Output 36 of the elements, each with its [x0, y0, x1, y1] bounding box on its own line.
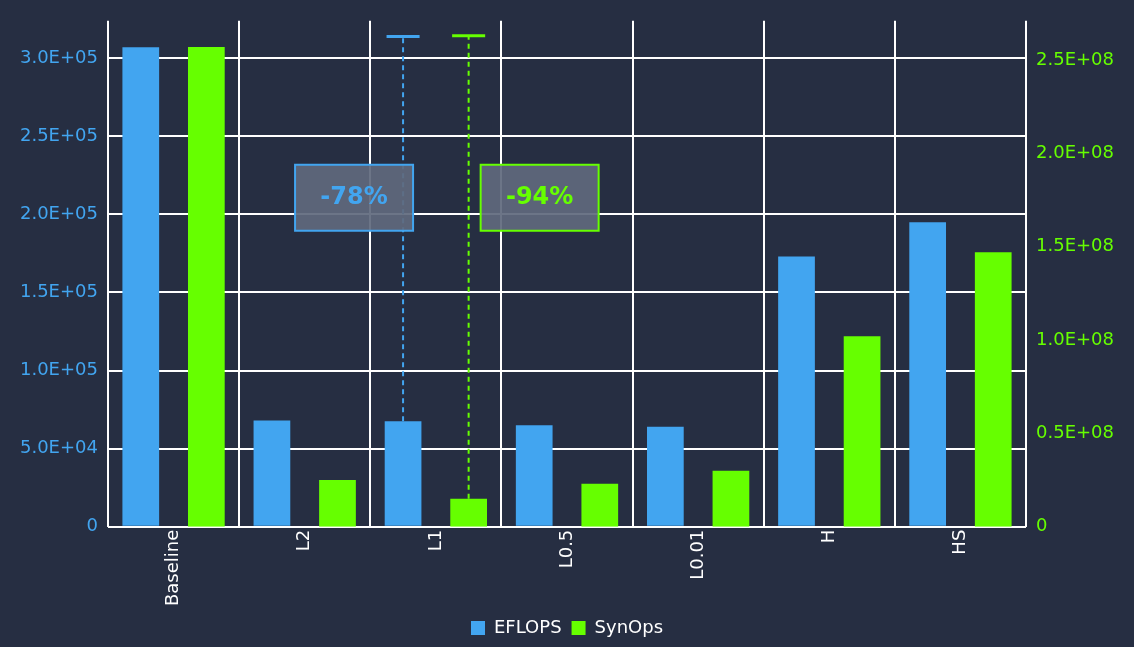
y-tick-label: 1.5E+05 — [19, 280, 98, 302]
y2-tick-label: 1.0E+08 — [1036, 327, 1115, 349]
annotation: -78% — [320, 182, 388, 211]
bar — [319, 480, 356, 527]
legend-label: EFLOPS — [493, 615, 562, 637]
bar — [647, 426, 684, 526]
y-tick-label: 3.0E+05 — [19, 45, 98, 67]
x-tick-label: L0.01 — [685, 529, 707, 580]
bar — [187, 46, 225, 527]
y-tick-label: 2.0E+05 — [19, 202, 98, 224]
bar — [843, 336, 881, 527]
y2-tick-label: 2.5E+08 — [1036, 47, 1115, 69]
x-tick-label: L0.5 — [554, 529, 576, 569]
bar — [122, 47, 160, 526]
y-tick-label: 2.5E+05 — [19, 124, 98, 146]
y-tick-label: 5.0E+04 — [19, 436, 98, 458]
bar — [253, 420, 291, 526]
x-tick-label: L1 — [423, 529, 445, 552]
x-tick-label: HS — [948, 529, 970, 555]
x-tick-label: L2 — [292, 529, 314, 552]
bar — [515, 425, 553, 526]
bar — [974, 252, 1012, 527]
x-tick-label: Baseline — [161, 529, 183, 607]
legend-label: SynOps — [594, 615, 664, 637]
bar — [581, 483, 619, 527]
bar — [778, 256, 815, 526]
y2-tick-label: 1.5E+08 — [1036, 234, 1115, 256]
bar — [909, 222, 947, 526]
y-tick-label: 1.0E+05 — [19, 358, 98, 380]
y2-tick-label: 2.0E+08 — [1036, 141, 1115, 163]
y2-tick-label: 0.5E+08 — [1036, 421, 1115, 443]
y-tick-label: 0 — [86, 514, 98, 536]
bar — [712, 470, 750, 527]
x-tick-label: H — [816, 529, 838, 544]
y2-tick-label: 0 — [1036, 514, 1048, 536]
annotation: -94% — [505, 182, 574, 211]
